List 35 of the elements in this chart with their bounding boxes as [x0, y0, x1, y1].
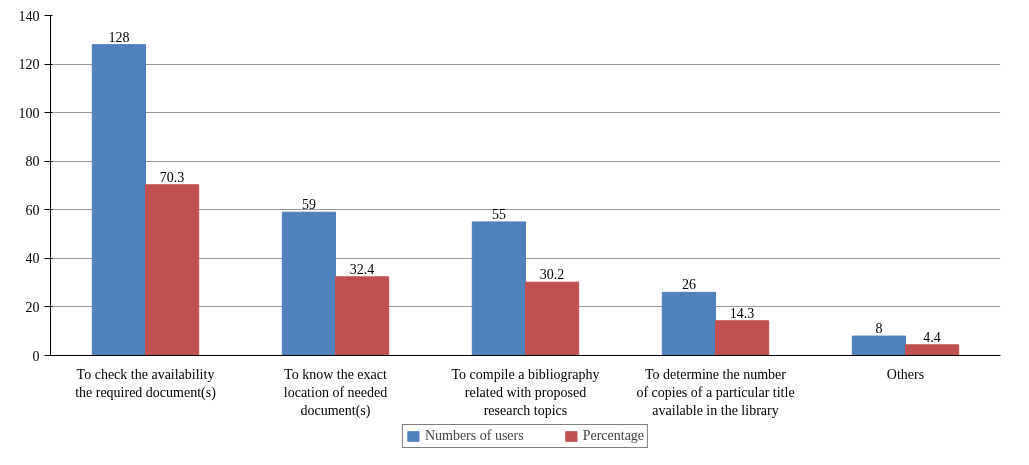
bar — [91, 44, 146, 356]
y-tick-label: 80 — [25, 154, 40, 170]
bar — [335, 276, 390, 356]
x-tick-label: To know the exact location of needed document(s) — [283, 366, 388, 419]
bar — [281, 211, 336, 356]
data-label: 4.4 — [923, 329, 941, 345]
x-tick-label: To compile a bibliography related with proposed research topics — [451, 366, 600, 418]
bar — [145, 184, 200, 356]
y-tick-label: 20 — [25, 299, 40, 315]
bar — [851, 335, 906, 356]
data-label: 55 — [491, 206, 506, 222]
data-label: 128 — [108, 29, 130, 45]
y-tick-label: 140 — [18, 8, 40, 24]
data-label: 32.4 — [349, 261, 375, 277]
bar — [661, 291, 716, 356]
x-tick-label: Others — [886, 366, 925, 382]
y-tick-label: 60 — [25, 202, 40, 218]
bar — [715, 320, 770, 356]
x-tick-label: To determine the number of copies of a particular title available in the library — [636, 366, 795, 418]
data-label: 70.3 — [159, 169, 185, 185]
x-tick-label: To check the availability the required document(s) — [75, 366, 217, 401]
y-tick-label: 40 — [25, 251, 40, 267]
bar — [471, 221, 526, 356]
legend-label: Numbers of users — [424, 428, 524, 444]
bar — [525, 281, 580, 356]
data-label: 8 — [875, 321, 883, 337]
y-tick-label: 0 — [32, 348, 40, 364]
y-tick-label: 100 — [18, 105, 40, 121]
data-label: 14.3 — [729, 305, 755, 321]
data-label: 26 — [681, 277, 696, 293]
y-tick-label: 120 — [18, 57, 40, 73]
bar — [905, 344, 960, 356]
data-label: 59 — [301, 197, 316, 213]
data-label: 30.2 — [539, 267, 565, 283]
legend-label: Percentage — [582, 428, 645, 444]
